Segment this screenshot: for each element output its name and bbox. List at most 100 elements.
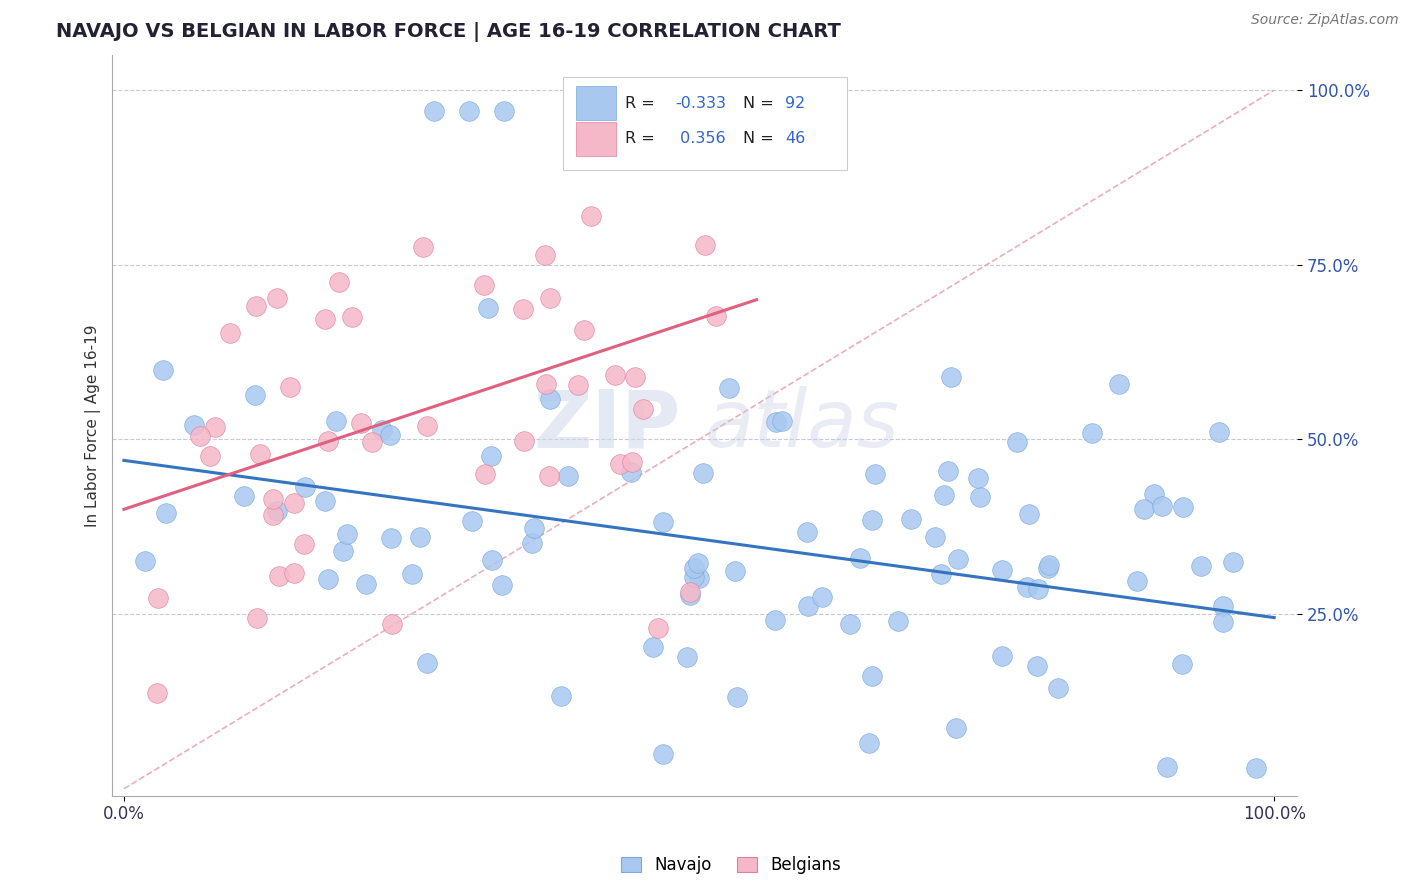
Navajo [991, 649, 1014, 664]
Navajo [538, 392, 561, 407]
Navajo [332, 544, 354, 558]
Navajo [686, 556, 709, 570]
Belgians [204, 420, 226, 434]
Navajo [946, 552, 969, 566]
Belgians [603, 368, 626, 383]
Text: NAVAJO VS BELGIAN IN LABOR FORCE | AGE 16-19 CORRELATION CHART: NAVAJO VS BELGIAN IN LABOR FORCE | AGE 1… [56, 22, 841, 42]
Navajo [481, 553, 503, 567]
Navajo [1025, 658, 1047, 673]
Belgians [249, 447, 271, 461]
Navajo [929, 566, 952, 581]
Navajo [1222, 555, 1244, 569]
Belgians [266, 291, 288, 305]
Navajo [1170, 657, 1192, 672]
Belgians [340, 310, 363, 325]
Navajo [1212, 615, 1234, 629]
Belgians [314, 311, 336, 326]
Navajo [1244, 761, 1267, 775]
Belgians [512, 434, 534, 449]
Navajo [848, 551, 870, 566]
Navajo [967, 471, 990, 485]
Navajo [651, 516, 673, 530]
Belgians [579, 209, 602, 223]
Navajo [858, 736, 880, 750]
Navajo [316, 572, 339, 586]
Belgians [283, 566, 305, 581]
Navajo [676, 650, 699, 665]
Text: 92: 92 [786, 95, 806, 111]
Navajo [1212, 599, 1234, 613]
Navajo [723, 564, 745, 578]
Navajo [266, 504, 288, 518]
Belgians [361, 435, 384, 450]
Navajo [423, 103, 446, 118]
Navajo [1038, 558, 1060, 573]
Navajo [479, 450, 502, 464]
Belgians [512, 301, 534, 316]
Navajo [492, 103, 515, 118]
Navajo [1005, 434, 1028, 449]
Navajo [763, 614, 786, 628]
Navajo [232, 489, 254, 503]
Text: atlas: atlas [704, 386, 900, 465]
Navajo [245, 388, 267, 402]
Belgians [350, 417, 373, 431]
Belgians [534, 377, 557, 392]
Navajo [643, 640, 665, 654]
Belgians [537, 469, 560, 483]
Navajo [860, 513, 883, 527]
Navajo [725, 690, 748, 704]
Text: Source: ZipAtlas.com: Source: ZipAtlas.com [1251, 13, 1399, 28]
Navajo [416, 656, 439, 670]
Navajo [134, 554, 156, 568]
Navajo [652, 747, 675, 762]
Navajo [523, 521, 546, 535]
Navajo [183, 418, 205, 433]
Belgians [381, 617, 404, 632]
Belgians [472, 277, 495, 292]
Navajo [1018, 507, 1040, 521]
Navajo [796, 524, 818, 539]
Navajo [378, 427, 401, 442]
Navajo [796, 599, 818, 613]
FancyBboxPatch shape [575, 122, 616, 156]
Navajo [679, 588, 702, 602]
Belgians [647, 621, 669, 635]
Y-axis label: In Labor Force | Age 16-19: In Labor Force | Age 16-19 [86, 324, 101, 526]
Navajo [155, 506, 177, 520]
Navajo [314, 494, 336, 508]
Navajo [887, 614, 910, 628]
Navajo [550, 690, 572, 704]
Belgians [621, 455, 644, 469]
Belgians [148, 591, 170, 605]
Navajo [371, 423, 394, 437]
Navajo [692, 466, 714, 480]
Belgians [538, 291, 561, 305]
Text: N =: N = [742, 95, 779, 111]
Navajo [409, 530, 432, 544]
Belgians [695, 238, 717, 252]
Navajo [1208, 425, 1230, 439]
Navajo [717, 381, 740, 395]
Navajo [1156, 760, 1178, 774]
Text: -0.333: -0.333 [675, 95, 725, 111]
Navajo [1143, 487, 1166, 501]
Belgians [623, 370, 645, 384]
Belgians [572, 323, 595, 337]
Belgians [316, 434, 339, 449]
Navajo [969, 491, 991, 505]
Belgians [219, 326, 242, 340]
Navajo [1081, 425, 1104, 440]
Belgians [609, 457, 631, 471]
Navajo [1026, 582, 1049, 596]
Legend: Navajo, Belgians: Navajo, Belgians [616, 851, 846, 880]
Navajo [1015, 580, 1038, 594]
Navajo [991, 563, 1014, 577]
Navajo [380, 531, 402, 545]
Navajo [620, 466, 643, 480]
Belgians [188, 429, 211, 443]
Navajo [1126, 574, 1149, 588]
Navajo [520, 535, 543, 549]
Navajo [924, 530, 946, 544]
Navajo [557, 469, 579, 483]
